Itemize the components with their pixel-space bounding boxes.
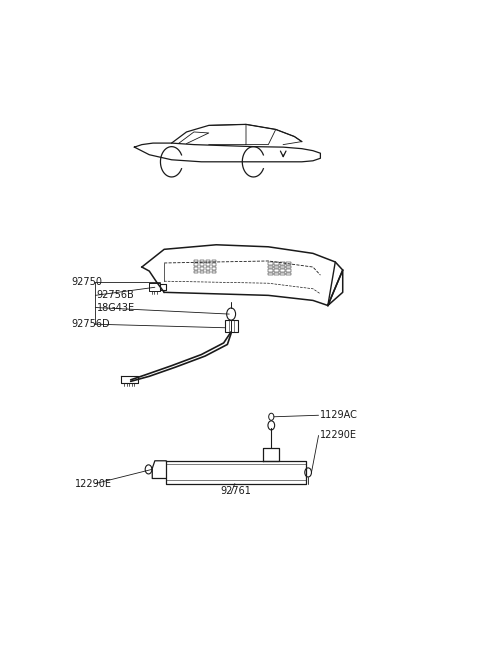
Bar: [268, 265, 273, 268]
Bar: [194, 263, 198, 266]
Bar: [280, 265, 285, 268]
Bar: [194, 260, 198, 263]
Text: 12290E: 12290E: [321, 430, 358, 440]
Bar: [280, 269, 285, 271]
Bar: [206, 267, 210, 269]
Bar: [212, 260, 216, 263]
Bar: [212, 263, 216, 266]
Bar: [200, 260, 204, 263]
Bar: [200, 271, 204, 273]
Text: 18G43E: 18G43E: [96, 302, 134, 313]
Bar: [206, 271, 210, 273]
Text: 92756D: 92756D: [71, 319, 110, 329]
Bar: [206, 260, 210, 263]
Bar: [200, 263, 204, 266]
Bar: [194, 271, 198, 273]
Bar: [206, 263, 210, 266]
Bar: [286, 262, 291, 265]
Text: 92761: 92761: [220, 486, 251, 496]
Text: 1129AC: 1129AC: [321, 410, 358, 420]
Bar: [286, 265, 291, 268]
Bar: [268, 273, 273, 275]
Bar: [212, 271, 216, 273]
Bar: [286, 269, 291, 271]
Bar: [280, 273, 285, 275]
Bar: [225, 320, 238, 332]
Bar: [194, 267, 198, 269]
Text: 92750: 92750: [71, 277, 102, 287]
Bar: [212, 267, 216, 269]
Bar: [274, 265, 279, 268]
Bar: [286, 273, 291, 275]
Bar: [268, 262, 273, 265]
Bar: [280, 262, 285, 265]
Bar: [274, 269, 279, 271]
Bar: [274, 273, 279, 275]
Text: 92756B: 92756B: [96, 290, 134, 300]
Bar: [268, 269, 273, 271]
Bar: [274, 262, 279, 265]
Bar: [200, 267, 204, 269]
Text: 12290E: 12290E: [75, 478, 112, 489]
